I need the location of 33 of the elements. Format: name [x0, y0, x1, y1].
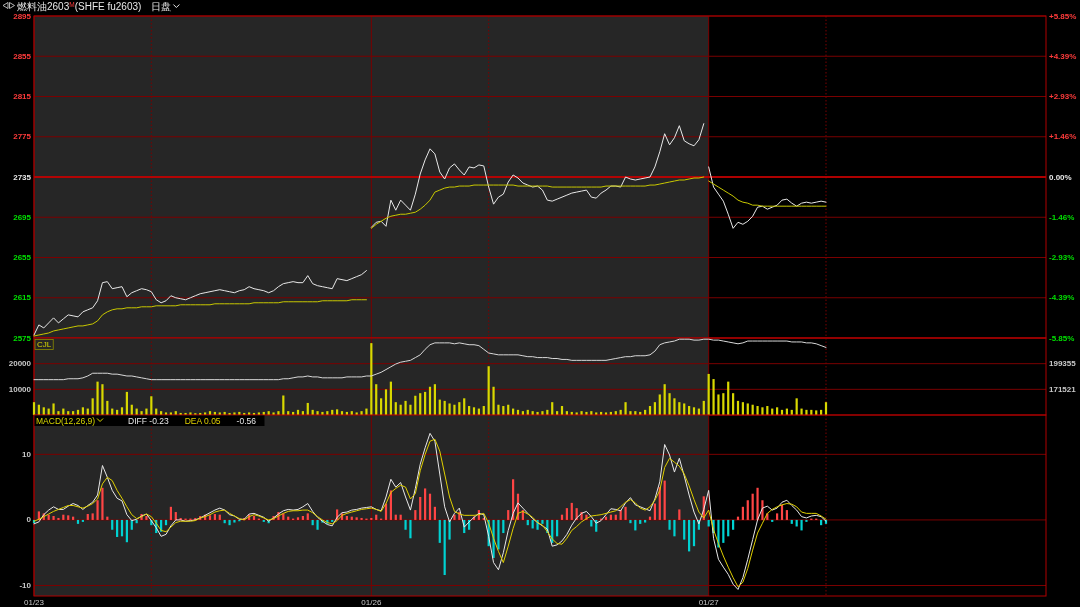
chart-subtitle: 日盘 — [151, 0, 172, 12]
y-tick-label: 20000 — [8, 359, 32, 369]
y2-tick-label: 199355 — [1049, 359, 1077, 369]
y2-tick-label: +4.39% — [1049, 51, 1077, 61]
y-tick-label: 2895 — [13, 11, 32, 21]
y-tick-label: 2855 — [13, 51, 32, 61]
y-tick-label: 10000 — [8, 384, 32, 394]
y2-tick-label: +5.85% — [1049, 11, 1077, 21]
chart-title: MACD(12,26,9) — [36, 415, 96, 426]
chart-title: 燃料油2603$^{M}$(SHFE fu2603) — [17, 0, 142, 12]
x-tick-label: 01/26 — [361, 597, 382, 607]
y-tick-label: 2815 — [13, 92, 32, 101]
x-tick-label: 01/23 — [23, 597, 45, 607]
y-tick-label: 2695 — [13, 212, 32, 222]
y-tick-label: 2575 — [13, 333, 32, 343]
y2-tick-label: -2.93% — [1049, 253, 1075, 263]
y-tick-label: 10 — [22, 449, 32, 459]
y-tick-label: 2655 — [13, 253, 32, 262]
legend: DIFF -0.23 DEA 0.05 -0.56 — [128, 415, 256, 426]
y-tick-label: 2775 — [13, 132, 32, 142]
y-tick-label: 0 — [26, 515, 32, 525]
y2-tick-label: 0.00% — [1049, 172, 1072, 182]
y-tick-label: -10 — [19, 581, 32, 591]
y2-tick-label: -5.85% — [1049, 333, 1075, 343]
chart-title: CJL — [37, 340, 52, 349]
y2-tick-label: -1.46% — [1049, 212, 1075, 222]
y-tick-label: 2615 — [13, 293, 32, 303]
y-tick-label: 2735 — [13, 172, 32, 182]
y2-tick-label: -4.39% — [1049, 293, 1075, 303]
y2-tick-label: +1.46% — [1049, 132, 1077, 142]
y2-tick-label: +2.93% — [1049, 91, 1077, 101]
x-tick-label: 01/27 — [698, 597, 720, 607]
y2-tick-label: 171521 — [1049, 384, 1077, 394]
